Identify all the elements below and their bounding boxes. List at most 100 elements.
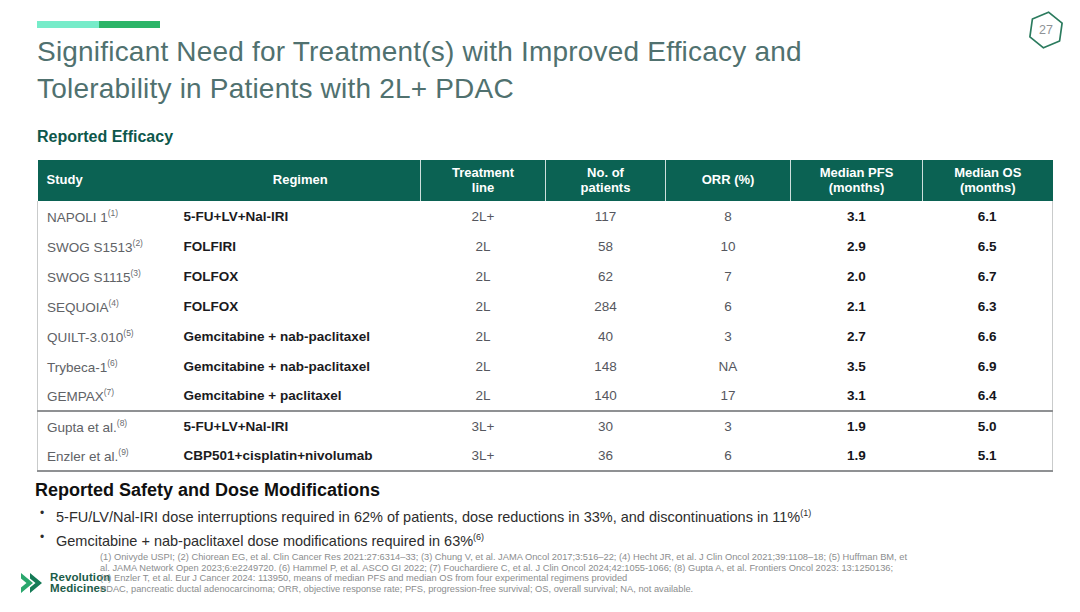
page-number: 27 — [1028, 10, 1064, 50]
column-header-treatment-line: Treatment line — [421, 160, 546, 201]
accent-bar — [37, 21, 160, 28]
median-os-cell: 5.0 — [923, 411, 1053, 441]
column-header-orr: ORR (%) — [666, 160, 791, 201]
column-header-study: Study — [38, 160, 181, 201]
table-row: SWOG S1513(2) FOLFIRI 2L 58 10 2.9 6.5 — [38, 231, 1053, 261]
revolution-medicines-logo: Revolution Medicines — [20, 570, 110, 596]
safety-section-heading: Reported Safety and Dose Modifications — [35, 480, 380, 501]
median-pfs-cell: 2.7 — [791, 321, 923, 351]
accent-bar-green — [99, 21, 161, 28]
study-cell: QUILT-3.010(5) — [38, 321, 181, 351]
bullet-text: Gemcitabine + nab-paclitaxel dose modifi… — [56, 527, 484, 551]
study-cell: SWOG S1513(2) — [38, 231, 181, 261]
bullet-icon: • — [40, 527, 56, 551]
footnote-line: PDAC, pancreatic ductal adenocarcinoma; … — [100, 584, 1062, 595]
reference-superscript: (1) — [800, 508, 811, 518]
table-row: SWOG S1115(3) FOLFOX 2L 62 7 2.0 6.7 — [38, 261, 1053, 291]
reference-superscript: (4) — [109, 298, 119, 308]
table-row: QUILT-3.010(5) Gemcitabine + nab-paclita… — [38, 321, 1053, 351]
patients-cell: 62 — [546, 261, 666, 291]
median-os-cell: 6.3 — [923, 291, 1053, 321]
orr-cell: 17 — [666, 381, 791, 411]
slide-title: Significant Need for Treatment(s) with I… — [37, 33, 802, 107]
patients-cell: 117 — [546, 201, 666, 231]
slide: 27 Significant Need for Treatment(s) wit… — [0, 0, 1080, 612]
study-cell: Trybeca-1(6) — [38, 351, 181, 381]
list-item: • Gemcitabine + nab-paclitaxel dose modi… — [40, 527, 1050, 551]
reference-superscript: (7) — [104, 387, 114, 397]
page-number-badge: 27 — [1028, 10, 1064, 50]
regimen-cell: CBP501+cisplatin+nivolumab — [181, 441, 421, 471]
study-cell: Gupta et al.(8) — [38, 411, 181, 441]
reference-superscript: (8) — [117, 418, 127, 428]
orr-cell: 8 — [666, 201, 791, 231]
treatment-line-cell: 2L — [421, 231, 546, 261]
reference-superscript: (1) — [108, 208, 118, 218]
safety-bullet-list: • 5-FU/LV/Nal-IRI dose interruptions req… — [40, 503, 1050, 552]
median-os-cell: 6.5 — [923, 231, 1053, 261]
median-os-cell: 6.4 — [923, 381, 1053, 411]
column-header-regimen: Regimen — [181, 160, 421, 201]
patients-cell: 284 — [546, 291, 666, 321]
efficacy-section-heading: Reported Efficacy — [37, 128, 173, 146]
patients-cell: 40 — [546, 321, 666, 351]
orr-cell: NA — [666, 351, 791, 381]
list-item: • 5-FU/LV/Nal-IRI dose interruptions req… — [40, 503, 1050, 527]
reference-superscript: (3) — [131, 268, 141, 278]
median-pfs-cell: 2.9 — [791, 231, 923, 261]
table-row: Gupta et al.(8) 5-FU+LV+Nal-IRI 3L+ 30 3… — [38, 411, 1053, 441]
table-row: Enzler et al.(9) CBP501+cisplatin+nivolu… — [38, 441, 1053, 471]
regimen-cell: FOLFIRI — [181, 231, 421, 261]
patients-cell: 148 — [546, 351, 666, 381]
table-row: Trybeca-1(6) Gemcitabine + nab-paclitaxe… — [38, 351, 1053, 381]
accent-bar-mint — [37, 21, 99, 28]
orr-cell: 6 — [666, 291, 791, 321]
patients-cell: 58 — [546, 231, 666, 261]
treatment-line-cell: 2L — [421, 381, 546, 411]
median-pfs-cell: 1.9 — [791, 411, 923, 441]
footnotes: (1) Onivyde USPI; (2) Chiorean EG, et al… — [100, 552, 1062, 594]
study-cell: NAPOLI 1(1) — [38, 201, 181, 231]
regimen-cell: 5-FU+LV+Nal-IRI — [181, 411, 421, 441]
column-header-median-os: Median OS (months) — [923, 160, 1053, 201]
footnote-line: (1) Onivyde USPI; (2) Chiorean EG, et al… — [100, 552, 1062, 563]
logo-chevron-icon — [20, 570, 45, 596]
treatment-line-cell: 2L — [421, 351, 546, 381]
footnote-line: (9) Enzler T, et al. Eur J Cancer 2024: … — [100, 573, 1062, 584]
efficacy-table: Study Regimen Treatment line No. of pati… — [37, 160, 1052, 472]
median-pfs-cell: 3.1 — [791, 381, 923, 411]
orr-cell: 7 — [666, 261, 791, 291]
treatment-line-cell: 3L+ — [421, 411, 546, 441]
treatment-line-cell: 2L+ — [421, 201, 546, 231]
patients-cell: 30 — [546, 411, 666, 441]
regimen-cell: 5-FU+LV+Nal-IRI — [181, 201, 421, 231]
patients-cell: 36 — [546, 441, 666, 471]
median-os-cell: 6.6 — [923, 321, 1053, 351]
reference-superscript: (6) — [107, 358, 117, 368]
orr-cell: 3 — [666, 321, 791, 351]
regimen-cell: FOLFOX — [181, 261, 421, 291]
study-cell: SWOG S1115(3) — [38, 261, 181, 291]
patients-cell: 140 — [546, 381, 666, 411]
footnote-line: al. JAMA Network Open 2023;6:e2249720. (… — [100, 563, 1062, 574]
median-pfs-cell: 1.9 — [791, 441, 923, 471]
treatment-line-cell: 2L — [421, 261, 546, 291]
study-cell: GEMPAX(7) — [38, 381, 181, 411]
table-row: GEMPAX(7) Gemcitabine + paclitaxel 2L 14… — [38, 381, 1053, 411]
median-os-cell: 6.1 — [923, 201, 1053, 231]
reference-superscript: (6) — [473, 532, 484, 542]
treatment-line-cell: 3L+ — [421, 441, 546, 471]
median-pfs-cell: 2.0 — [791, 261, 923, 291]
table-row: NAPOLI 1(1) 5-FU+LV+Nal-IRI 2L+ 117 8 3.… — [38, 201, 1053, 231]
reference-superscript: (9) — [118, 447, 128, 457]
median-pfs-cell: 3.5 — [791, 351, 923, 381]
orr-cell: 3 — [666, 411, 791, 441]
efficacy-table-header: Study Regimen Treatment line No. of pati… — [38, 160, 1053, 201]
study-cell: Enzler et al.(9) — [38, 441, 181, 471]
slide-title-line1: Significant Need for Treatment(s) with I… — [37, 33, 802, 70]
treatment-line-cell: 2L — [421, 291, 546, 321]
bullet-icon: • — [40, 503, 56, 527]
column-header-patients: No. of patients — [546, 160, 666, 201]
median-pfs-cell: 2.1 — [791, 291, 923, 321]
orr-cell: 10 — [666, 231, 791, 261]
